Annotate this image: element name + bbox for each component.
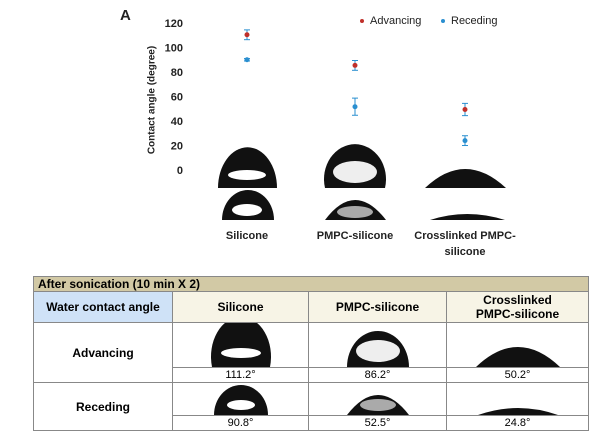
value-cell: 111.2° bbox=[172, 367, 309, 383]
y-tick-label: 20 bbox=[171, 140, 183, 152]
header-cell: PMPC-silicone bbox=[308, 291, 447, 323]
y-tick-label: 80 bbox=[171, 67, 183, 79]
x-tick-label: PMPC-silicone bbox=[316, 230, 394, 242]
y-tick-label: 0 bbox=[177, 165, 183, 177]
panel-label: A bbox=[120, 7, 131, 24]
y-axis-label: Contact angle (degree) bbox=[147, 46, 158, 154]
point bbox=[462, 138, 468, 144]
point bbox=[462, 107, 468, 113]
x-tick-label: Silicone bbox=[225, 230, 269, 242]
droplet bbox=[475, 347, 560, 367]
value-cell: 90.8° bbox=[172, 415, 309, 431]
value-cell: 24.8° bbox=[445, 415, 590, 431]
legend-marker bbox=[441, 19, 445, 23]
table-title: After sonication (10 min X 2) bbox=[32, 276, 590, 292]
header-cell: Crosslinked PMPC-silicone bbox=[445, 291, 590, 323]
legend-marker bbox=[360, 19, 364, 23]
legend-label: Advancing bbox=[370, 15, 421, 27]
row-label: Advancing bbox=[33, 322, 173, 383]
header-cell: Silicone bbox=[172, 291, 309, 323]
y-tick-label: 100 bbox=[165, 42, 183, 54]
point bbox=[352, 104, 358, 110]
droplet bbox=[213, 385, 268, 415]
point bbox=[352, 62, 358, 68]
point bbox=[244, 32, 250, 38]
value-cell: 86.2° bbox=[308, 367, 447, 383]
chart: A Contact angle (degree) 0 20 40 60 80 100 120… bbox=[120, 7, 506, 220]
droplet bbox=[346, 395, 409, 415]
x-tick-label: Crosslinked PMPC-silicone bbox=[414, 230, 516, 258]
legend-label: Receding bbox=[451, 15, 497, 27]
header-cell: Water contact angle bbox=[33, 291, 173, 323]
droplet bbox=[477, 408, 558, 415]
value-cell: 52.5° bbox=[308, 415, 447, 431]
point bbox=[244, 57, 250, 63]
droplet bbox=[346, 330, 409, 367]
value-cell: 50.2° bbox=[445, 367, 590, 383]
droplet bbox=[210, 323, 271, 367]
y-tick-label: 120 bbox=[165, 18, 183, 30]
y-tick-label: 40 bbox=[171, 116, 183, 128]
data-table: After sonication (10 min X 2) Water cont… bbox=[32, 276, 590, 431]
y-tick-label: 60 bbox=[171, 91, 183, 103]
droplet-images bbox=[218, 144, 506, 220]
row-label: Receding bbox=[33, 382, 173, 431]
